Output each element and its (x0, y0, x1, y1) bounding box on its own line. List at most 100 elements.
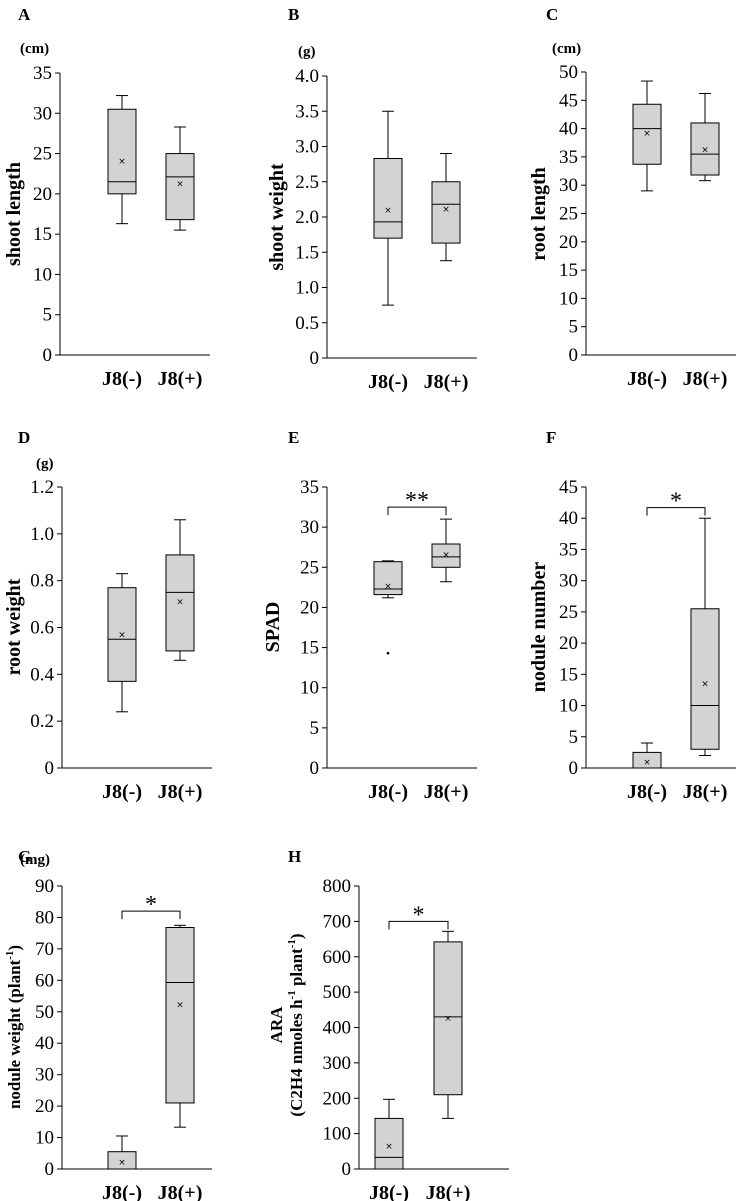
y-unit: (mg) (20, 852, 50, 868)
y-tick-label: 20 (35, 1096, 54, 1117)
y-axis-label: ARA (267, 1006, 286, 1044)
y-tick-label: 35 (33, 63, 52, 84)
y-tick-label: 5 (569, 727, 579, 748)
mean-marker: × (384, 206, 392, 216)
panel-c: C (cm) 0 5 10 15 20 25 30 35 40 45 50 root length J8(-… (528, 5, 736, 390)
panel-a: A (cm) 0 5 10 15 20 25 30 35 shoot length J8(-) J8(+… (3, 5, 210, 390)
category-label: J8(+) (683, 368, 728, 390)
y-unit: (g) (36, 456, 54, 472)
box-plus: × (690, 517, 720, 757)
box-iqr (107, 108, 137, 195)
y-unit: (g) (298, 44, 316, 60)
y-tick-label: 0 (342, 1159, 352, 1180)
y-tick-label: 2.5 (295, 172, 319, 193)
y-tick-label: 0 (310, 348, 320, 369)
y-tick-label: 15 (559, 664, 578, 685)
mean-marker: × (643, 129, 651, 139)
y-tick-label: 0.4 (30, 664, 54, 685)
category-label: J8(+) (158, 368, 203, 390)
box-plus: × (431, 153, 461, 262)
y-tick-label: 30 (559, 175, 578, 196)
y-tick-label: 25 (559, 204, 578, 225)
y-tick-label: 2.0 (295, 207, 319, 228)
y-tick-label: 1.0 (295, 278, 319, 299)
y-tick-label: 3.0 (295, 137, 319, 158)
y-tick-label: 50 (559, 62, 578, 83)
box-minus: × (632, 742, 662, 769)
box-minus: × (374, 1098, 404, 1170)
category-label: J8(-) (627, 781, 667, 803)
y-tick-label: 20 (559, 633, 578, 654)
mean-marker: × (176, 598, 184, 608)
y-tick-label: 20 (33, 184, 52, 205)
y-tick-label: 90 (35, 876, 54, 897)
panel-letter: B (288, 5, 299, 24)
y-tick-label: 35 (300, 477, 319, 498)
panel-letter: C (546, 5, 558, 24)
y-unit: (cm) (20, 41, 49, 57)
mean-marker: × (176, 1001, 184, 1011)
y-tick-label: 45 (559, 477, 578, 498)
y-tick-label: 500 (323, 982, 352, 1003)
y-tick-label: 1.0 (30, 524, 54, 545)
panel-e: E 0 5 10 15 20 25 30 35 SPAD J8(-) J8(+) × × ** (262, 428, 477, 803)
box-minus: × (107, 95, 137, 225)
y-tick-label: 1.2 (30, 477, 54, 498)
y-tick-label: 5 (569, 317, 579, 338)
box-minus: × (107, 1135, 137, 1170)
box-plus: × (165, 924, 195, 1128)
panel-letter: D (18, 428, 30, 447)
y-tick-label: 25 (33, 144, 52, 165)
box-iqr (374, 1117, 404, 1170)
y-axis-label: nodule weight (plant-1) (4, 945, 24, 1109)
box-iqr (433, 941, 463, 1096)
y-axis-label: shoot weight (266, 163, 288, 271)
mean-marker: × (385, 1142, 393, 1152)
box-iqr (107, 587, 137, 682)
y-tick-label: 40 (559, 508, 578, 529)
y-tick-label: 70 (35, 939, 54, 960)
category-label: J8(-) (102, 368, 142, 390)
y-axis-label: root weight (3, 578, 25, 675)
mean-marker: × (442, 550, 450, 560)
y-tick-label: 25 (559, 602, 578, 623)
box-iqr (165, 153, 195, 221)
y-tick-label: 40 (35, 1033, 54, 1054)
mean-marker: × (384, 582, 392, 592)
category-label: J8(-) (627, 368, 667, 390)
category-label: J8(-) (368, 371, 408, 393)
box-plus: × (690, 93, 720, 182)
box-plus: × (165, 519, 195, 661)
box-iqr (690, 608, 720, 750)
mean-marker: × (118, 1158, 126, 1168)
y-tick-label: 45 (559, 90, 578, 111)
panel-letter: H (288, 847, 301, 866)
mean-marker: × (176, 179, 184, 189)
y-tick-label: 15 (300, 638, 319, 659)
significance-marker: * (145, 892, 157, 918)
box-iqr (431, 543, 461, 568)
mean-marker: × (444, 1014, 452, 1024)
y-tick-label: 0 (310, 758, 320, 779)
y-tick-label: 10 (33, 264, 52, 285)
y-axis-label: SPAD (262, 602, 284, 653)
box-iqr (632, 103, 662, 165)
mean-marker: × (118, 157, 126, 167)
y-tick-label: 30 (300, 517, 319, 538)
y-axis-label: root length (528, 167, 550, 261)
y-tick-label: 600 (323, 947, 352, 968)
mean-marker: × (442, 205, 450, 215)
y-tick-label: 40 (559, 119, 578, 140)
y-tick-label: 0.2 (30, 711, 54, 732)
box-plus: × (165, 126, 195, 231)
box-iqr (373, 157, 403, 239)
panel-b: B (g) 0 0.5 1.0 1.5 2.0 2.5 3.0 3.5 4.0 shoot weigh… (266, 5, 477, 393)
y-tick-label: 50 (35, 1002, 54, 1023)
box-iqr (165, 927, 195, 1104)
significance-marker: * (413, 902, 425, 928)
significance-bracket (121, 910, 181, 920)
y-tick-label: 15 (559, 260, 578, 281)
y-tick-label: 35 (559, 539, 578, 560)
panel-letter: E (288, 428, 299, 447)
